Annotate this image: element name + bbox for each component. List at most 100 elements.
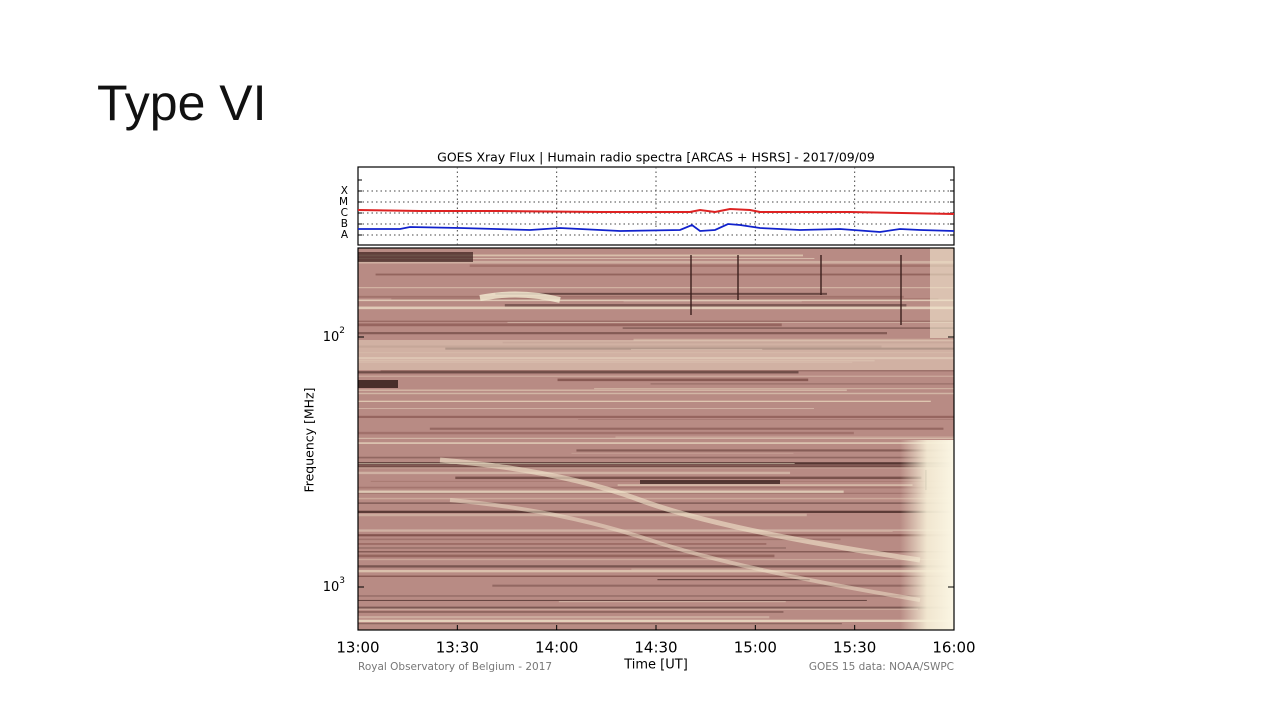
spectrogram-stripe — [650, 383, 954, 385]
x-tick-label: 14:30 — [634, 639, 677, 657]
spectrogram-stripe — [358, 547, 786, 549]
spectrogram-stripe — [358, 320, 954, 322]
spectrogram-stripe — [358, 529, 954, 532]
vertical-burst — [900, 255, 902, 325]
spectrogram-band — [358, 340, 954, 370]
y-tick-base: 10 — [323, 580, 340, 595]
burst-band — [479, 291, 561, 303]
spectrogram-stripes — [358, 252, 954, 625]
spectrogram-stripe — [358, 486, 954, 489]
spectrogram-stripe — [557, 378, 809, 382]
spectrogram-stripe — [358, 299, 954, 302]
x-tick-label: 16:00 — [932, 639, 975, 657]
xray-level-label: X — [341, 185, 348, 197]
spectrogram-stripe — [358, 306, 954, 310]
spectrogram-stripe — [594, 388, 954, 390]
spectrogram-stripe — [358, 323, 782, 327]
spectrogram-stripe — [358, 287, 954, 289]
spectrogram-stripe — [358, 415, 954, 418]
spectrogram-stripe — [358, 534, 954, 537]
spectrogram-stripe — [495, 292, 827, 295]
spectrogram-stripe — [507, 321, 954, 323]
credit-left: Royal Observatory of Belgium - 2017 — [358, 661, 552, 673]
spectrogram-stripe — [358, 400, 931, 402]
spectrogram-stripe — [358, 575, 954, 578]
spectrogram-stripe — [578, 418, 954, 420]
slide-title: Type VI — [97, 75, 267, 131]
xray-level-label: C — [341, 207, 348, 219]
spectrogram-stripe — [358, 595, 954, 597]
y-tick-base: 10 — [323, 330, 340, 345]
goes-panel — [357, 166, 955, 246]
spectrogram-stripe — [358, 599, 867, 601]
x-tick-label: 14:00 — [535, 639, 578, 657]
spectrogram-stripe — [631, 568, 764, 570]
spectrogram-stripe — [358, 389, 847, 392]
xray-level-label: A — [341, 229, 349, 241]
spectrogram-stripe — [358, 611, 784, 613]
x-tick-label: 15:30 — [833, 639, 876, 657]
vertical-burst — [820, 255, 822, 295]
spectrogram-stripe — [358, 492, 954, 494]
burst-band — [640, 480, 780, 484]
vertical-burst — [737, 255, 739, 300]
xray-level-label: B — [341, 218, 348, 230]
spectrogram-stripe — [455, 476, 922, 480]
spectrogram-stripe — [358, 616, 770, 619]
xray-long-curve — [357, 207, 955, 215]
spectrogram-stripe — [504, 304, 907, 307]
spectrogram-stripe — [358, 392, 954, 395]
spectrogram-stripe — [358, 431, 854, 435]
y-tick-label: 103 — [323, 576, 345, 595]
spectrogram-stripe — [380, 370, 954, 372]
spectrogram-stripe — [358, 408, 815, 410]
type-vi-drift — [449, 498, 921, 602]
y-axis-label: Frequency [MHz] — [302, 387, 317, 492]
y-tick-exponent: 3 — [339, 576, 345, 586]
spectrogram-stripe — [633, 338, 954, 341]
spectrogram-band — [358, 252, 473, 262]
spectrogram-stripe — [358, 490, 844, 494]
spectrogram-stripe — [358, 497, 954, 500]
y-tick-label: 102 — [323, 326, 345, 345]
spectrogram-stripe — [358, 513, 807, 517]
spectrogram-stripe — [358, 375, 954, 377]
spectrogram-stripe — [358, 538, 841, 541]
spectrogram-stripe — [622, 327, 954, 329]
spectrogram-stripe — [358, 569, 954, 573]
spectrogram-stripe — [358, 619, 954, 622]
credit-right: GOES 15 data: NOAA/SWPC — [809, 661, 954, 673]
spectrogram-stripe — [617, 484, 913, 487]
spectrogram-stripe — [358, 332, 887, 335]
spectrogram-stripe — [358, 463, 795, 465]
spectrogram-stripe — [358, 606, 954, 609]
spectrogram-stripe — [358, 442, 954, 444]
bright-region — [930, 248, 954, 338]
spectrogram-stripe — [571, 452, 794, 454]
spectrogram-stripe — [358, 295, 904, 298]
spectrogram-stripe — [657, 579, 810, 581]
spectrogram-stripe — [391, 298, 939, 300]
spectrogram-stripe — [558, 601, 786, 603]
vertical-burst — [690, 255, 692, 315]
spectrogram-stripe — [358, 558, 944, 561]
spectrogram-stripe — [358, 543, 767, 545]
spectrogram-stripe — [358, 371, 799, 374]
bright-region — [900, 440, 954, 630]
spectrogram-stripe — [358, 608, 918, 610]
spectrogram-stripe — [358, 554, 775, 558]
spectrogram-stripe — [375, 273, 954, 276]
spectrogram-stripe — [358, 437, 954, 439]
x-tick-label: 13:00 — [336, 639, 379, 657]
spectrogram-stripe — [358, 465, 954, 468]
spectrogram-stripe — [358, 551, 954, 553]
x-axis-label: Time [UT] — [623, 658, 688, 673]
x-tick-label: 15:00 — [734, 639, 777, 657]
spectrogram-band — [358, 380, 398, 388]
xray-short-curve — [358, 223, 955, 233]
spectrogram-stripe — [623, 301, 802, 303]
spectrogram-stripe — [358, 456, 954, 459]
spectrogram-stripe — [576, 449, 954, 452]
